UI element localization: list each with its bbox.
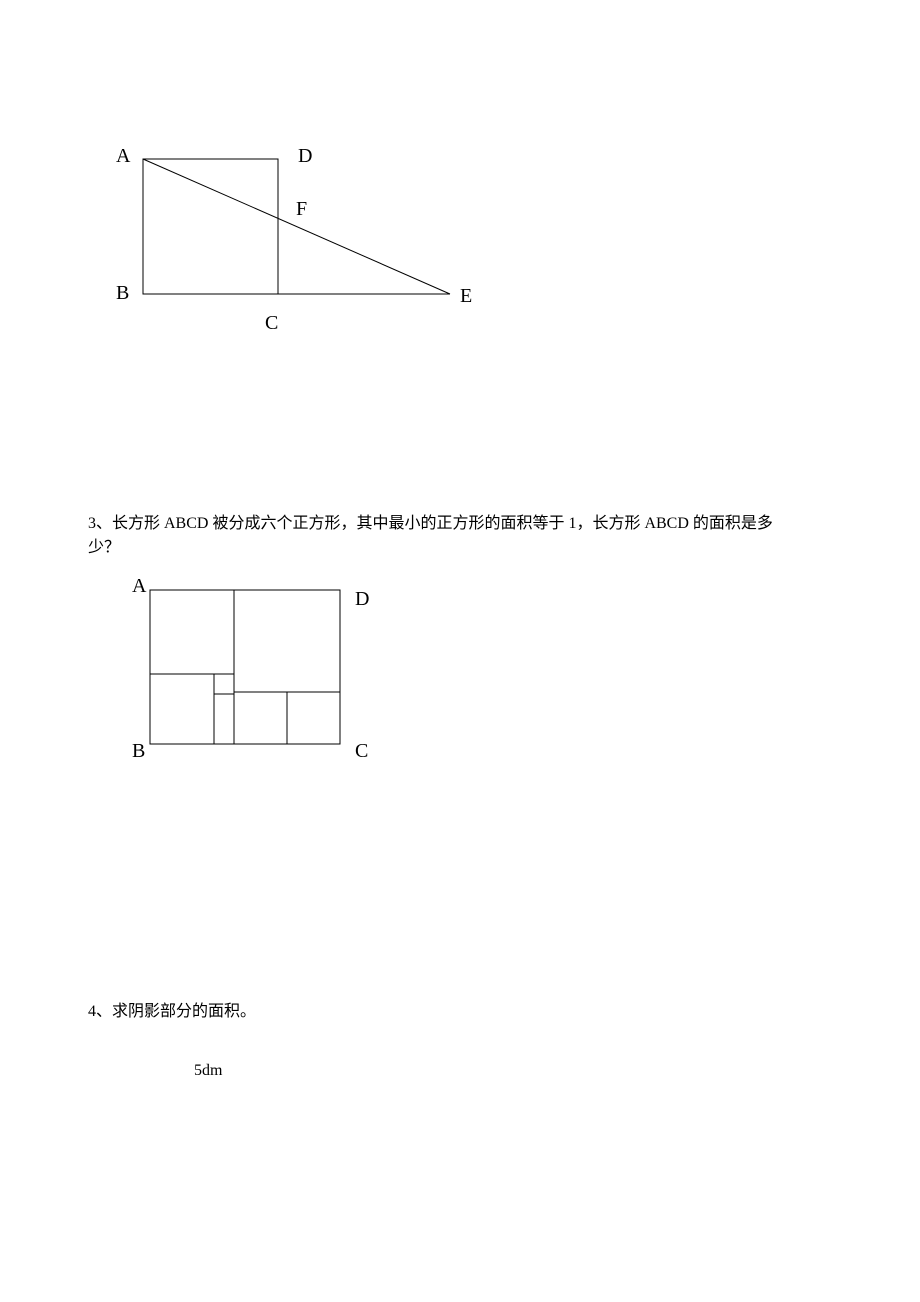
figure2-label-D: D [355,588,369,611]
question-4-text: 4、求阴影部分的面积。 [88,1000,256,1024]
figure2-label-B: B [132,740,145,763]
figure2-label-C: C [355,740,368,763]
figure2-label-A: A [132,575,146,598]
figure-2-diagram-overlay [0,0,920,800]
dimension-5dm: 5dm [194,1062,222,1080]
